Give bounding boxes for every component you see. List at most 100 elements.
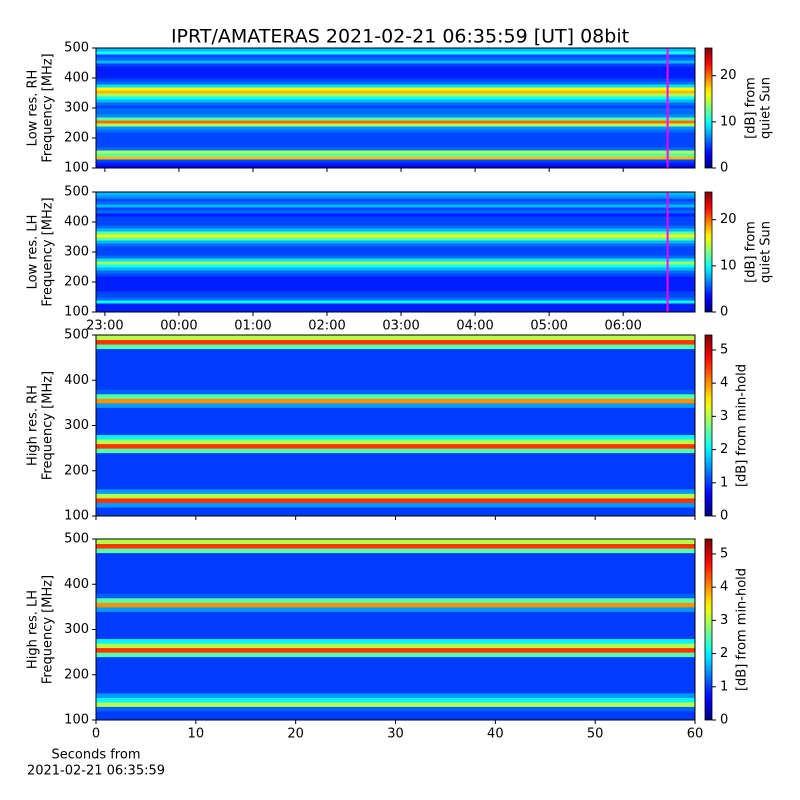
- heatmap-cell: [96, 48, 695, 52]
- heatmap-cell: [96, 652, 695, 658]
- heatmap-cell: [96, 60, 695, 64]
- heatmap-cell: [96, 611, 695, 617]
- heatmap-cell: [96, 557, 695, 563]
- heatmap-cell: [96, 348, 695, 354]
- x-tick-label: 10: [188, 727, 205, 742]
- heatmap-cell: [96, 335, 695, 341]
- heatmap-cell: [96, 198, 695, 202]
- y-tick-label: 200: [64, 275, 89, 290]
- heatmap-cell: [96, 493, 695, 499]
- y-tick-label: 100: [64, 161, 89, 176]
- colorbar-tick-label: 10: [720, 258, 737, 273]
- heatmap-cell: [96, 624, 695, 630]
- colorbar: [704, 334, 713, 517]
- heatmap-cell: [96, 353, 695, 359]
- y-tick-label: 400: [64, 577, 89, 592]
- heatmap-cell: [96, 108, 695, 112]
- heatmap-cell: [96, 276, 695, 280]
- heatmap-cell: [96, 715, 695, 721]
- colorbar-tick-label: 5: [720, 546, 728, 561]
- heatmap-cell: [96, 579, 695, 585]
- colorbar-tick-label: 1: [720, 679, 728, 694]
- heatmap-cell: [96, 159, 695, 163]
- heatmap-cell: [96, 156, 695, 160]
- heatmap-cell: [96, 425, 695, 431]
- heatmap-cell: [96, 375, 695, 381]
- heatmap-cell: [96, 135, 695, 139]
- heatmap-cell: [96, 144, 695, 148]
- heatmap-cell: [96, 670, 695, 676]
- x-tick-label: 0: [92, 727, 100, 742]
- heatmap-cell: [96, 362, 695, 368]
- heatmap-cell: [96, 261, 695, 265]
- y-axis-label: Low res. RH: [26, 70, 41, 147]
- y-tick-label: 100: [64, 713, 89, 728]
- heatmap-cell: [96, 102, 695, 106]
- heatmap-cell: [96, 411, 695, 417]
- heatmap-cell: [96, 407, 695, 413]
- x-tick-label: 06:00: [604, 319, 641, 334]
- heatmap-cell: [96, 543, 695, 549]
- x-tick-label: 05:00: [530, 319, 567, 334]
- heatmap-cell: [96, 78, 695, 82]
- heatmap-cell: [96, 309, 695, 313]
- heatmap-cell: [96, 225, 695, 229]
- heatmap-cell: [96, 634, 695, 640]
- heatmap-cell: [96, 679, 695, 685]
- y-tick-label: 400: [64, 215, 89, 230]
- heatmap-cell: [96, 398, 695, 404]
- colorbar-label: [dB] from min-hold: [735, 364, 750, 487]
- heatmap-cell: [96, 129, 695, 133]
- heatmap-cell: [96, 54, 695, 58]
- x-axis-label: 2021-02-21 06:35:59: [27, 764, 165, 779]
- heatmap-cell: [96, 629, 695, 635]
- heatmap-cell: [96, 697, 695, 703]
- heatmap-cell: [96, 72, 695, 76]
- y-axis-label: High res. LH: [26, 590, 41, 669]
- x-tick-label: 01:00: [234, 319, 271, 334]
- heatmap-cell: [96, 606, 695, 612]
- heatmap-cell: [96, 195, 695, 199]
- heatmap-cell: [96, 371, 695, 377]
- heatmap-cell: [96, 602, 695, 608]
- y-tick-label: 300: [64, 101, 89, 116]
- heatmap-cell: [96, 461, 695, 467]
- heatmap-cell: [96, 246, 695, 250]
- heatmap-cell: [96, 339, 695, 345]
- colorbar-tick-label: 20: [720, 212, 737, 227]
- heatmap-cell: [96, 105, 695, 109]
- heatmap-cell: [96, 288, 695, 292]
- heatmap-cell: [96, 561, 695, 567]
- heatmap-cell: [96, 90, 695, 94]
- heatmap-cell: [96, 701, 695, 707]
- heatmap-cell: [96, 430, 695, 436]
- heatmap-cell: [96, 210, 695, 214]
- y-axis-label: High res. RH: [26, 385, 41, 466]
- heatmap-cell: [96, 114, 695, 118]
- heatmap-cell: [96, 570, 695, 576]
- y-tick-label: 300: [64, 245, 89, 260]
- heatmap-cell: [96, 66, 695, 70]
- colorbar-label: [dB] from: [744, 77, 759, 139]
- heatmap-cell: [96, 593, 695, 599]
- colorbar-tick-label: 1: [720, 475, 728, 490]
- heatmap-cell: [96, 201, 695, 205]
- heatmap-cell: [96, 457, 695, 463]
- heatmap-cell: [96, 255, 695, 259]
- heatmap-cell: [96, 566, 695, 572]
- heatmap-cell: [96, 710, 695, 716]
- heatmap-cell: [96, 665, 695, 671]
- x-tick-label: 20: [287, 727, 304, 742]
- heatmap-cell: [96, 219, 695, 223]
- heatmap-cell: [96, 84, 695, 88]
- heatmap-cell: [96, 643, 695, 649]
- heatmap-cell: [96, 123, 695, 127]
- colorbar: [704, 191, 713, 313]
- heatmap-cell: [96, 216, 695, 220]
- heatmap-cell: [96, 153, 695, 157]
- heatmap-cell: [96, 192, 695, 196]
- colorbar-tick-label: 0: [720, 713, 728, 728]
- heatmap-cell: [96, 303, 695, 307]
- heatmap-cell: [96, 282, 695, 286]
- heatmap-cell: [96, 279, 695, 283]
